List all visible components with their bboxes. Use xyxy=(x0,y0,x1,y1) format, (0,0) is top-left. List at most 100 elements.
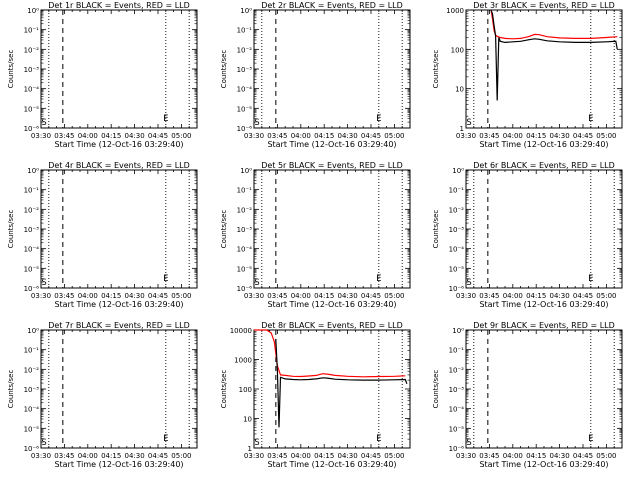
x-tick-label: 03:30 xyxy=(244,132,264,140)
x-tick-label: 04:30 xyxy=(338,292,358,300)
y-tick-label: 10⁻¹ xyxy=(449,347,465,355)
marker-S: S xyxy=(254,438,259,448)
detector-plot: Det 5r BLACK = Events, RED = LLD 03:30 03:… xyxy=(220,161,411,309)
x-tick-label: 03:45 xyxy=(267,292,287,300)
x-tick-label: 04:45 xyxy=(148,292,168,300)
x-tick-label: 04:30 xyxy=(338,452,358,460)
y-tick-label: 10⁻³ xyxy=(24,386,40,394)
y-tick-label: 10⁰ xyxy=(452,167,464,175)
detector-plot: Det 6r BLACK = Events, RED = LLD 03:30 03:… xyxy=(432,161,623,309)
plot-frame xyxy=(40,329,198,449)
x-tick-label: 04:45 xyxy=(148,132,168,140)
events-series-line xyxy=(275,338,408,428)
lld-series-line xyxy=(490,9,618,40)
plot-frame xyxy=(465,9,623,129)
marker-S: S xyxy=(254,278,259,288)
x-tick-label: 04:00 xyxy=(78,452,98,460)
detector-plot: Det 4r BLACK = Events, RED = LLD 03:30 03:… xyxy=(7,161,198,309)
y-tick-label: 10000 xyxy=(230,327,252,335)
x-axis-label: Start Time (12-Oct-16 03:29:40) xyxy=(54,300,183,309)
y-tick-label: 10⁻² xyxy=(24,46,40,54)
y-axis-label: Counts/sec xyxy=(7,210,15,249)
y-tick-label: 100 xyxy=(451,46,464,54)
plot-frame xyxy=(465,169,623,289)
y-tick-label: 10⁻³ xyxy=(24,226,40,234)
y-axis-label: Counts/sec xyxy=(432,210,440,249)
y-tick-label: 10⁻² xyxy=(24,366,40,374)
x-tick-label: 04:30 xyxy=(125,132,145,140)
x-tick-label: 05:00 xyxy=(596,292,616,300)
y-axis-label: Counts/sec xyxy=(220,50,228,89)
x-tick-label: 03:45 xyxy=(479,452,499,460)
y-tick-label: 10⁻¹ xyxy=(449,187,465,195)
y-tick-label: 10⁻⁴ xyxy=(237,246,253,254)
x-tick-label: 03:30 xyxy=(31,292,51,300)
x-tick-label: 04:00 xyxy=(503,292,523,300)
y-tick-label: 10⁻¹ xyxy=(24,27,40,35)
plot-frame xyxy=(40,169,198,289)
y-tick-label: 10⁻² xyxy=(24,206,40,214)
y-tick-label: 1 xyxy=(460,125,464,133)
x-tick-label: 04:15 xyxy=(101,452,121,460)
y-tick-label: 10⁻⁴ xyxy=(24,406,40,414)
marker-S: S xyxy=(466,438,471,448)
y-tick-label: 10⁻⁴ xyxy=(24,86,40,94)
plot-title: Det 6r BLACK = Events, RED = LLD xyxy=(473,161,615,170)
y-tick-label: 10⁻⁶ xyxy=(24,125,40,133)
plot-frame xyxy=(253,169,411,289)
detector-plot: Det 8r BLACK = Events, RED = LLD 03:30 03:… xyxy=(220,321,411,469)
marker-S: S xyxy=(41,438,46,448)
x-tick-label: 04:15 xyxy=(526,292,546,300)
y-axis-label: Counts/sec xyxy=(432,50,440,89)
x-tick-label: 03:30 xyxy=(244,292,264,300)
marker-S: S xyxy=(466,118,471,128)
x-tick-label: 03:30 xyxy=(456,132,476,140)
x-tick-label: 04:30 xyxy=(550,132,570,140)
marker-E: E xyxy=(163,434,168,444)
y-tick-label: 10⁻² xyxy=(449,366,465,374)
x-tick-label: 05:00 xyxy=(384,292,404,300)
x-tick-label: 03:45 xyxy=(479,292,499,300)
x-tick-label: 04:30 xyxy=(125,452,145,460)
x-tick-label: 05:00 xyxy=(384,132,404,140)
lld-series-line xyxy=(254,329,406,378)
x-tick-label: 04:45 xyxy=(573,292,593,300)
events-series-line xyxy=(490,9,618,101)
x-tick-label: 04:30 xyxy=(125,292,145,300)
y-tick-label: 10⁻¹ xyxy=(237,187,253,195)
detector-plot: Det 7r BLACK = Events, RED = LLD 03:30 03:… xyxy=(7,321,198,469)
x-tick-label: 03:30 xyxy=(31,132,51,140)
y-tick-label: 10⁰ xyxy=(27,327,39,335)
y-tick-label: 10⁻⁶ xyxy=(24,445,40,453)
x-tick-label: 04:15 xyxy=(101,132,121,140)
x-tick-label: 05:00 xyxy=(171,132,191,140)
y-tick-label: 10⁻¹ xyxy=(24,347,40,355)
x-tick-label: 04:00 xyxy=(78,292,98,300)
x-tick-label: 04:45 xyxy=(361,452,381,460)
y-tick-label: 10⁰ xyxy=(27,7,39,15)
x-tick-label: 04:15 xyxy=(101,292,121,300)
x-tick-label: 03:30 xyxy=(456,292,476,300)
plot-title: Det 9r BLACK = Events, RED = LLD xyxy=(473,321,615,330)
x-tick-label: 05:00 xyxy=(171,292,191,300)
x-tick-label: 05:00 xyxy=(596,452,616,460)
y-tick-label: 10⁻⁴ xyxy=(24,246,40,254)
y-tick-label: 1000 xyxy=(446,7,464,15)
x-axis-label: Start Time (12-Oct-16 03:29:40) xyxy=(479,300,608,309)
x-tick-label: 03:45 xyxy=(267,452,287,460)
y-axis-label: Counts/sec xyxy=(7,50,15,89)
y-tick-label: 10⁻⁶ xyxy=(24,285,40,293)
y-tick-label: 10⁻⁵ xyxy=(24,105,40,113)
y-tick-label: 10⁻² xyxy=(237,206,253,214)
detector-plot: Det 1r BLACK = Events, RED = LLD 03:30 03:… xyxy=(7,1,198,149)
y-tick-label: 10⁰ xyxy=(27,167,39,175)
y-tick-label: 10⁻³ xyxy=(237,226,253,234)
x-tick-label: 04:15 xyxy=(314,132,334,140)
marker-E: E xyxy=(588,274,593,284)
x-tick-label: 03:30 xyxy=(456,452,476,460)
y-tick-label: 10⁻⁵ xyxy=(24,265,40,273)
y-tick-label: 10⁻⁵ xyxy=(237,265,253,273)
x-tick-label: 04:45 xyxy=(573,132,593,140)
x-tick-label: 04:45 xyxy=(361,132,381,140)
